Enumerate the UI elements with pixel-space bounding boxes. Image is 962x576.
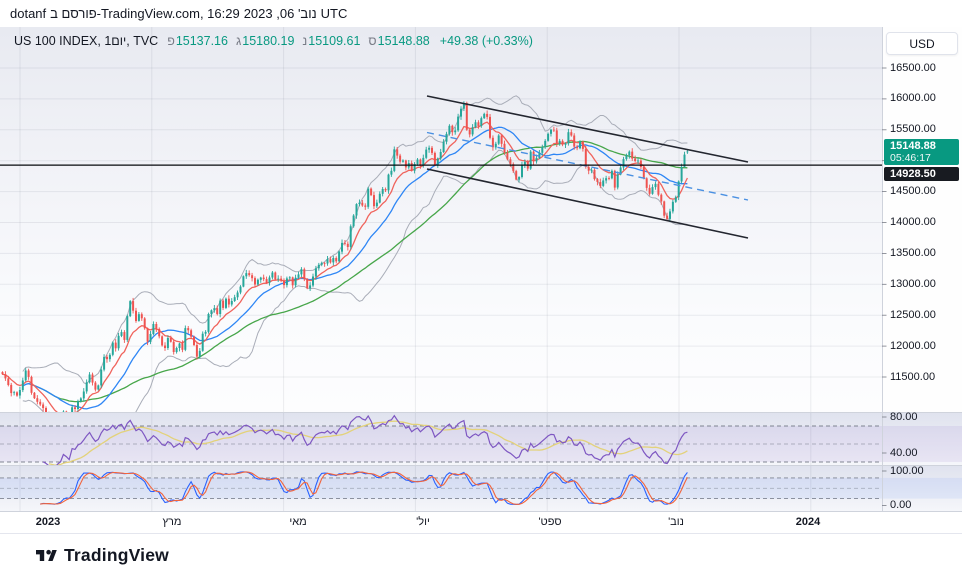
symbol-legend: US 100 INDEX, 1יום, TVC פ 15137.16 ג 151… — [14, 31, 533, 51]
stoch-tick-label: 100.00 — [890, 464, 924, 477]
time-tick-label: 2024 — [795, 516, 821, 528]
price-tick-label: 15500.00 — [890, 123, 936, 136]
time-tick-label: מאי — [289, 516, 307, 528]
main-pane-bg — [0, 27, 882, 412]
header-date: נוב' 06, 2023 — [243, 6, 317, 21]
legend-low: נ 15109.61 — [302, 34, 361, 48]
price-tick-label: 16000.00 — [890, 92, 936, 105]
bollinger-lower-line — [22, 149, 688, 412]
price-tick-label: 11500.00 — [890, 370, 936, 383]
legend-change: +49.38 (+0.33%) — [439, 34, 533, 48]
channel-midline-dashed[interactable] — [426, 131, 749, 201]
header-bar: dotanf פורסם ב -TradingView.com, 16:29 נ… — [0, 0, 962, 27]
price-tick-label: 13500.00 — [890, 246, 936, 259]
time-tick-label: מרץ — [162, 516, 182, 528]
rsi-tick-label: 80.00 — [890, 410, 918, 423]
stoch-pane-bg — [0, 465, 962, 511]
legend-close: ס 15148.88 — [368, 34, 430, 48]
symbol-title: US 100 INDEX, 1יום, TVC — [14, 34, 159, 48]
header-site-time: -TradingView.com, 16:29 — [96, 6, 240, 21]
price-tick-label: 12500.00 — [890, 308, 936, 321]
header-timezone: UTC — [320, 6, 348, 21]
price-tick-label: 12000.00 — [890, 339, 936, 352]
chart-canvas[interactable] — [0, 27, 962, 533]
header-published-text: פורסם ב — [50, 6, 97, 21]
rsi-pane — [42, 414, 688, 465]
bollinger-upper-line — [22, 95, 688, 385]
tradingview-wordmark[interactable]: TradingView — [64, 544, 169, 565]
candles — [1, 101, 689, 412]
legend-open: פ 15137.16 — [167, 34, 228, 48]
last-price-value: 15148.88 — [890, 140, 936, 152]
channel-upper-trendline[interactable] — [426, 95, 749, 163]
time-axis-bg — [0, 511, 962, 533]
price-axis-bg — [882, 27, 962, 412]
rsi-line — [42, 414, 688, 465]
footer-bar: TradingView — [0, 533, 962, 576]
time-axis[interactable] — [0, 511, 882, 533]
rsi-pane-bg — [0, 412, 962, 465]
currency-toggle-button[interactable]: USD — [886, 32, 958, 55]
time-tick-label: 2023 — [35, 516, 61, 528]
stoch-d-line — [40, 471, 688, 505]
stoch-k-line — [40, 471, 688, 505]
time-tick-label: ספט' — [538, 516, 562, 528]
stoch-pane — [40, 471, 688, 505]
price-tick-label: 13000.00 — [890, 277, 936, 290]
horizontal-line-price-badge: 14928.50 — [884, 167, 959, 181]
tradingview-logo-icon[interactable] — [34, 544, 57, 567]
price-tick-label: 16500.00 — [890, 61, 936, 74]
rsi-tick-label: 40.00 — [890, 446, 918, 459]
channel-lower-trendline[interactable] — [426, 168, 749, 239]
grid — [0, 27, 882, 511]
last-price-badge: 15148.88 05:46:17 — [884, 139, 959, 165]
main-pane — [1, 95, 689, 412]
legend-high: ג 15180.19 — [235, 34, 295, 48]
rsi-ma-line — [48, 420, 688, 465]
header-username: dotanf — [10, 6, 47, 21]
time-tick-label: יול' — [416, 516, 430, 528]
stoch-tick-label: 0.00 — [890, 499, 912, 511]
time-tick-label: נוב' — [668, 516, 684, 528]
price-tick-label: 14000.00 — [890, 216, 936, 228]
bar-countdown: 05:46:17 — [890, 152, 931, 164]
price-tick-label: 14500.00 — [890, 185, 936, 198]
